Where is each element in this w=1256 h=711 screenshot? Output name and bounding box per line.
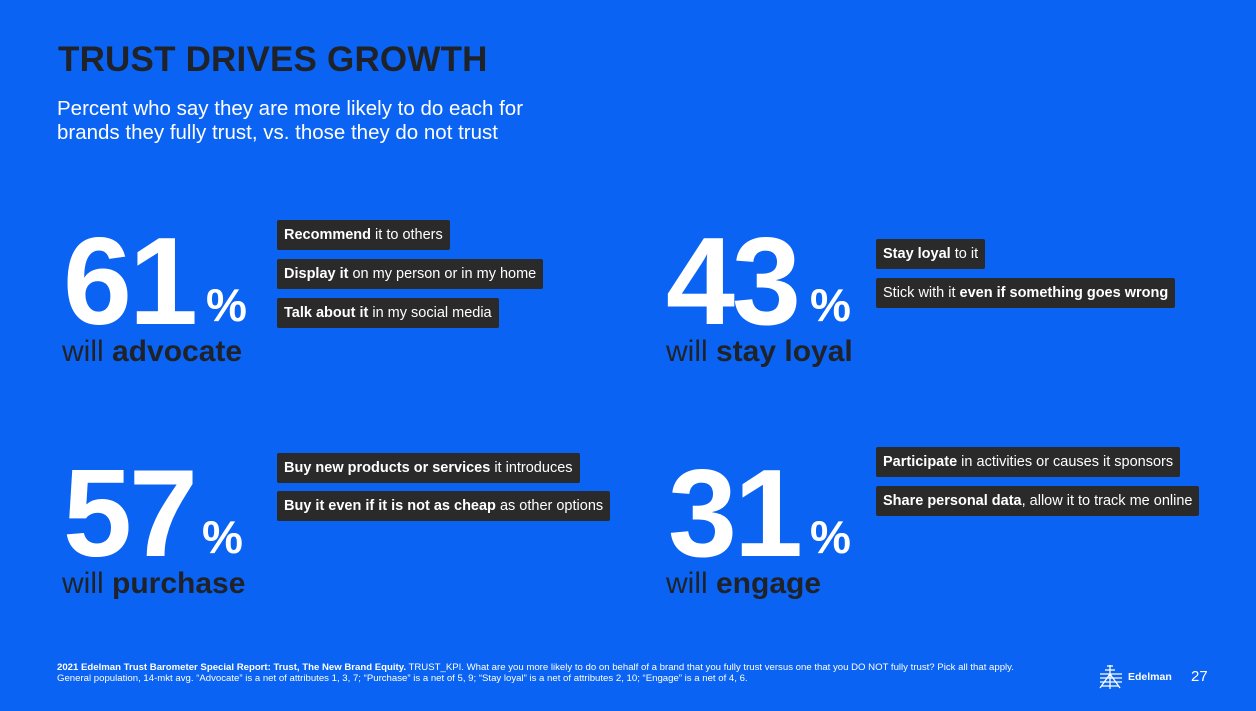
stat-number: 31 bbox=[668, 445, 803, 583]
chip-bold: Talk about it bbox=[284, 305, 369, 321]
stat-label-bold: purchase bbox=[112, 567, 246, 600]
source-footnote: 2021 Edelman Trust Barometer Special Rep… bbox=[57, 662, 1047, 684]
chip-stay-loyal: Stay loyal to it bbox=[876, 239, 986, 269]
chip-participate: Participate in activities or causes it s… bbox=[876, 447, 1181, 477]
chip-talk: Talk about it in my social media bbox=[277, 298, 499, 328]
chip-rest: it to others bbox=[371, 227, 443, 243]
chip-bold: Buy new products or services bbox=[284, 460, 491, 476]
stat-label: will advocate bbox=[62, 335, 242, 369]
chip-display: Display it on my person or in my home bbox=[277, 259, 544, 289]
stat-number: 43 bbox=[666, 213, 801, 351]
footnote-body: TRUST_KPI. What are you more likely to d… bbox=[57, 662, 1014, 684]
stat-percent-sign: % bbox=[206, 279, 247, 331]
stat-number: 61 bbox=[63, 213, 198, 351]
chip-bold: Buy it even if it is not as cheap bbox=[284, 498, 496, 514]
chip-pre: Stick with it bbox=[883, 285, 960, 301]
stat-label-bold: advocate bbox=[112, 335, 243, 368]
stat-percent-sign: % bbox=[810, 511, 851, 563]
stat-label-bold: engage bbox=[716, 567, 822, 600]
chip-rest: on my person or in my home bbox=[348, 266, 537, 282]
slide-subtitle: Percent who say they are more likely to … bbox=[57, 97, 524, 144]
chip-recommend: Recommend it to others bbox=[277, 220, 450, 250]
chip-buy-new: Buy new products or services it introduc… bbox=[277, 453, 580, 483]
chip-rest: to it bbox=[950, 246, 979, 262]
footnote-source-title: 2021 Edelman Trust Barometer Special Rep… bbox=[57, 662, 407, 673]
chip-bold: Participate bbox=[883, 454, 958, 470]
chip-share-data: Share personal data, allow it to track m… bbox=[876, 486, 1200, 516]
stat-number: 57 bbox=[63, 445, 198, 583]
chip-bold: even if something goes wrong bbox=[959, 285, 1169, 301]
stat-label-prefix: will bbox=[62, 335, 112, 368]
stat-label-prefix: will bbox=[62, 567, 112, 600]
chip-stick-with-it: Stick with it even if something goes wro… bbox=[876, 278, 1176, 308]
stat-percent-sign: % bbox=[810, 279, 851, 331]
stat-label: will stay loyal bbox=[666, 335, 853, 369]
chip-rest: it introduces bbox=[490, 460, 573, 476]
chip-bold: Display it bbox=[284, 266, 349, 282]
page-number: 27 bbox=[1191, 668, 1208, 685]
edelman-logo-icon bbox=[1099, 665, 1122, 689]
chip-rest: as other options bbox=[495, 498, 604, 514]
chip-rest: , allow it to track me online bbox=[1021, 493, 1193, 509]
chip-rest: in my social media bbox=[368, 305, 492, 321]
stat-label-prefix: will bbox=[666, 335, 716, 368]
chip-bold: Recommend bbox=[284, 227, 372, 243]
stat-label-prefix: will bbox=[666, 567, 716, 600]
chip-buy-not-cheap: Buy it even if it is not as cheap as oth… bbox=[277, 491, 611, 521]
edelman-logo: Edelman bbox=[1098, 664, 1172, 690]
stat-label-bold: stay loyal bbox=[716, 335, 853, 368]
chip-bold: Share personal data bbox=[883, 493, 1022, 509]
stat-percent-sign: % bbox=[202, 511, 243, 563]
stat-label: will purchase bbox=[62, 567, 245, 601]
stat-label: will engage bbox=[666, 567, 821, 601]
chip-rest: in activities or causes it sponsors bbox=[957, 454, 1174, 470]
chip-bold: Stay loyal bbox=[883, 246, 951, 262]
slide-title: TRUST DRIVES GROWTH bbox=[58, 40, 488, 79]
logo-text: Edelman bbox=[1128, 671, 1172, 683]
